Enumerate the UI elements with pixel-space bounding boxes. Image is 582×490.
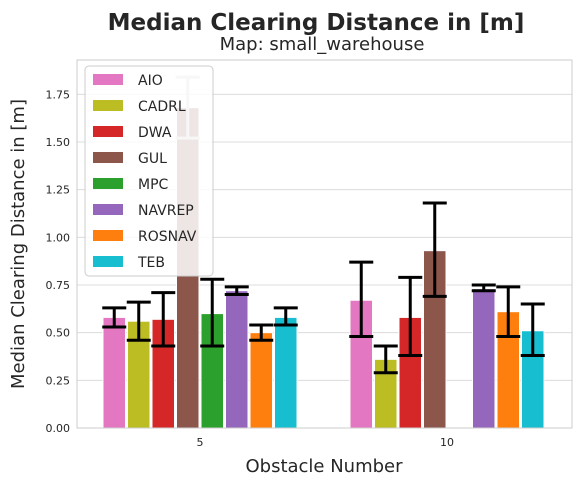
legend: AIO CADRL DWA GUL MPC NAVREP ROSNAV TEB: [84, 65, 214, 277]
y-axis-label: Median Clearing Distance in [m]: [8, 99, 29, 389]
error-bar-cadrl-5: [126, 300, 151, 342]
error-bar-gul-10: [422, 201, 447, 298]
x-tick-label: 5: [197, 436, 204, 449]
legend-label-mpc: MPC: [138, 177, 169, 193]
y-tick-label: 0.50: [46, 327, 71, 340]
error-bar-teb-10: [520, 302, 545, 358]
legend-label-cadrl: CADRL: [138, 99, 186, 115]
x-tick-labels: 5 10: [197, 436, 455, 449]
y-tick-label: 1.25: [46, 184, 71, 197]
chart-subtitle: Map: small_warehouse: [220, 34, 425, 55]
error-bar-dwa-10: [398, 275, 423, 358]
bar-aio-5: [102, 316, 126, 429]
legend-label-dwa: DWA: [138, 125, 172, 141]
legend-label-teb: TEB: [137, 255, 165, 271]
error-bar-aio-10: [349, 260, 374, 338]
error-bar-dwa-5: [151, 291, 176, 348]
error-bar-rosnav-10: [496, 285, 521, 338]
y-tick-label: 1.50: [46, 136, 71, 149]
y-tick-label: 1.75: [46, 88, 71, 101]
chart-title: Median Clearing Distance in [m]: [108, 10, 525, 36]
bar-navrep-5: [225, 290, 249, 429]
legend-swatch-navrep: [93, 204, 123, 215]
y-tick-label: 0.00: [46, 422, 71, 435]
legend-swatch-rosnav: [93, 230, 123, 241]
error-bar-rosnav-5: [249, 323, 274, 342]
bar-rosnav-5: [249, 332, 273, 429]
legend-swatch-teb: [93, 256, 123, 267]
y-tick-label: 1.00: [46, 231, 71, 244]
y-tick-labels: 0.00 0.25 0.50 0.75 1.00 1.25 1.50 1.75: [46, 88, 71, 435]
legend-box: [84, 65, 214, 277]
legend-label-gul: GUL: [138, 151, 167, 167]
error-bar-teb-5: [273, 306, 298, 327]
y-tick-label: 0.25: [46, 374, 71, 387]
bar-teb-5: [274, 316, 298, 429]
bar-navrep-10: [472, 288, 496, 429]
y-tick-label: 0.75: [46, 279, 71, 292]
legend-swatch-cadrl: [93, 100, 123, 111]
error-bar-mpc-5: [200, 277, 225, 348]
plot-frame: [76, 59, 573, 429]
legend-swatch-mpc: [93, 178, 123, 189]
error-bar-navrep-10: [471, 283, 496, 293]
error-bars: [102, 75, 545, 375]
x-tick-label: 10: [440, 436, 454, 449]
error-bar-aio-5: [102, 306, 127, 329]
legend-label-rosnav: ROSNAV: [138, 229, 197, 245]
legend-label-navrep: NAVREP: [138, 203, 194, 219]
x-axis-label: Obstacle Number: [245, 456, 403, 477]
error-bar-cadrl-10: [373, 344, 398, 375]
error-bar-navrep-5: [224, 285, 249, 297]
legend-label-aio: AIO: [138, 73, 163, 89]
legend-swatch-gul: [93, 152, 123, 163]
legend-swatch-aio: [93, 74, 123, 85]
legend-swatch-dwa: [93, 126, 123, 137]
